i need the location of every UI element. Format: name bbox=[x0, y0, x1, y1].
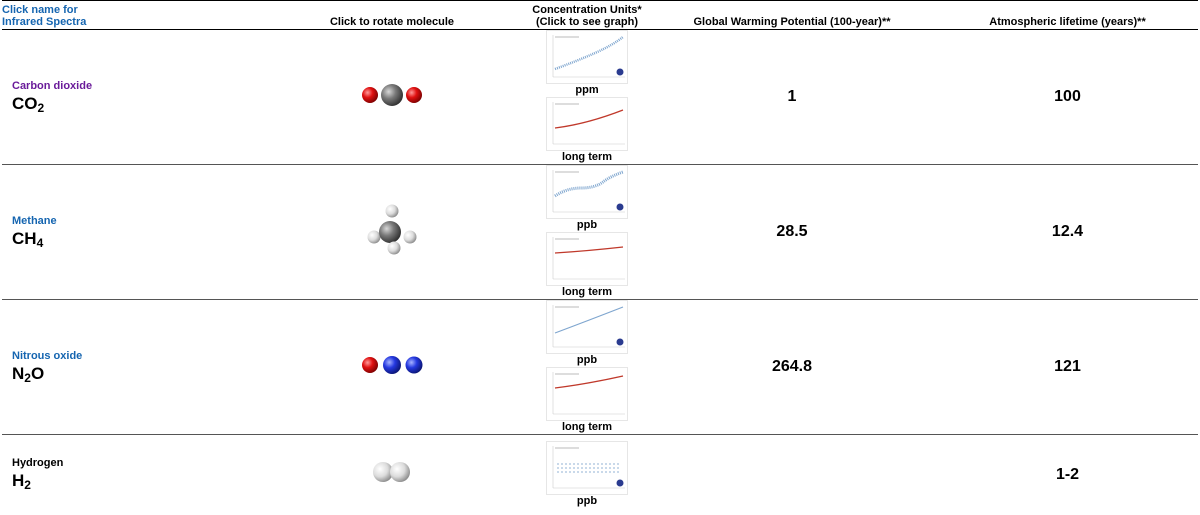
formula-base: CO bbox=[12, 93, 38, 113]
concentration-cell: ppb bbox=[527, 435, 647, 515]
gas-link-hydrogen[interactable]: Hydrogen bbox=[12, 457, 64, 470]
formula-subscript: 2 bbox=[37, 100, 45, 115]
formula-base: H bbox=[12, 471, 25, 491]
gas-row-nitrous-oxide: Nitrous oxide N2O bbox=[2, 300, 1198, 435]
gas-row-hydrogen: Hydrogen H2 bbox=[2, 435, 1198, 515]
header-units-line-1: Concentration Units* bbox=[532, 4, 642, 16]
gas-name-cell: Hydrogen H2 bbox=[2, 435, 257, 515]
ch4-molecule-icon[interactable] bbox=[362, 203, 422, 257]
formula-base: CH bbox=[12, 228, 37, 248]
n2o-molecule-icon[interactable] bbox=[357, 350, 427, 380]
concentration-unit: ppb bbox=[576, 354, 598, 366]
header-lifetime: Atmospheric lifetime (years)** bbox=[989, 16, 1146, 28]
gas-row-methane: Methane CH4 bbox=[2, 165, 1198, 300]
molecule-cell bbox=[257, 435, 527, 515]
long-term-label: long term bbox=[561, 151, 613, 163]
gwp-value: 28.5 bbox=[776, 223, 808, 240]
gwp-value bbox=[647, 435, 937, 515]
gas-link-nitrous-oxide[interactable]: Nitrous oxide bbox=[12, 349, 83, 362]
molecule-cell bbox=[257, 30, 527, 165]
gas-link-methane[interactable]: Methane bbox=[12, 214, 57, 227]
lifetime-value: 100 bbox=[1054, 88, 1081, 105]
gas-formula: CH4 bbox=[12, 229, 257, 250]
co2-long-term-graph[interactable] bbox=[546, 97, 628, 151]
concentration-cell: ppm long term bbox=[527, 30, 647, 165]
n2o-long-term-graph[interactable] bbox=[546, 367, 628, 421]
ch4-long-term-graph[interactable] bbox=[546, 232, 628, 286]
molecule-cell bbox=[257, 300, 527, 435]
concentration-unit: ppm bbox=[575, 84, 599, 96]
header-line-1: Click name for bbox=[2, 4, 78, 16]
gas-formula: N2O bbox=[12, 364, 257, 385]
gas-name-cell: Nitrous oxide N2O bbox=[2, 300, 257, 435]
concentration-cell: ppb long term bbox=[527, 300, 647, 435]
header-units-line-2: (Click to see graph) bbox=[535, 16, 639, 28]
gas-link-carbon-dioxide[interactable]: Carbon dioxide bbox=[12, 79, 93, 92]
concentration-cell: ppb long term bbox=[527, 165, 647, 300]
header-rotate-molecule: Click to rotate molecule bbox=[329, 16, 455, 28]
h2-molecule-icon[interactable] bbox=[362, 457, 422, 487]
formula-subscript: 2 bbox=[24, 370, 31, 385]
formula-subscript: 2 bbox=[24, 478, 31, 493]
n2o-concentration-graph[interactable] bbox=[546, 300, 628, 354]
gas-name-cell: Carbon dioxide CO2 bbox=[2, 30, 257, 165]
gwp-value: 264.8 bbox=[771, 358, 813, 375]
co2-molecule-icon[interactable] bbox=[357, 80, 427, 110]
header-infrared-spectra: Click name for Infrared Spectra bbox=[2, 1, 257, 30]
co2-concentration-graph[interactable] bbox=[546, 30, 628, 84]
gas-formula: CO2 bbox=[12, 94, 257, 115]
h2-concentration-graph[interactable] bbox=[546, 441, 628, 496]
gas-row-carbon-dioxide: Carbon dioxide CO2 bbox=[2, 30, 1198, 165]
long-term-label: long term bbox=[561, 421, 613, 433]
molecule-cell bbox=[257, 165, 527, 300]
header-row: Click name for Infrared Spectra Click to… bbox=[2, 0, 1198, 30]
header-concentration-units: Concentration Units* (Click to see graph… bbox=[527, 1, 647, 30]
header-line-2: Infrared Spectra bbox=[2, 16, 87, 28]
header-gwp: Global Warming Potential (100-year)** bbox=[693, 16, 891, 28]
gas-formula: H2 bbox=[12, 471, 257, 492]
lifetime-value: 121 bbox=[1054, 358, 1081, 375]
formula-base: N bbox=[12, 363, 25, 383]
formula-tail: O bbox=[30, 363, 45, 383]
formula-subscript: 4 bbox=[36, 235, 44, 250]
concentration-unit: ppb bbox=[576, 219, 598, 231]
concentration-unit: ppb bbox=[576, 495, 598, 508]
long-term-label: long term bbox=[561, 286, 613, 298]
gwp-value: 1 bbox=[787, 88, 797, 105]
lifetime-value: 12.4 bbox=[1051, 223, 1084, 240]
ch4-concentration-graph[interactable] bbox=[546, 165, 628, 219]
lifetime-value: 1-2 bbox=[1055, 465, 1080, 483]
gas-name-cell: Methane CH4 bbox=[2, 165, 257, 300]
